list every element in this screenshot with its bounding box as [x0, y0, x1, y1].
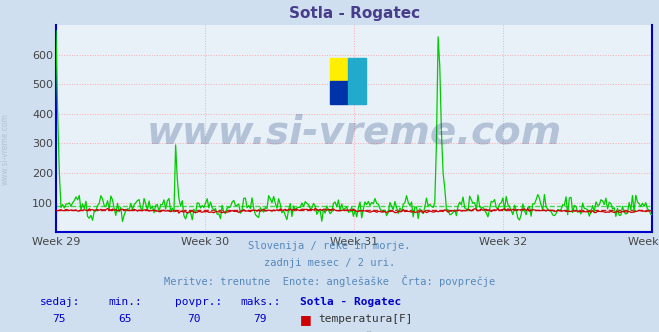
Bar	[348, 81, 366, 104]
Text: 79: 79	[254, 314, 267, 324]
Text: min.:: min.:	[109, 297, 142, 307]
Bar	[348, 58, 366, 81]
Text: maks.:: maks.:	[241, 297, 281, 307]
Text: Slovenija / reke in morje.: Slovenija / reke in morje.	[248, 241, 411, 251]
Bar	[330, 81, 348, 104]
Text: zadnji mesec / 2 uri.: zadnji mesec / 2 uri.	[264, 258, 395, 268]
Text: Meritve: trenutne  Enote: anglešaške  Črta: povprečje: Meritve: trenutne Enote: anglešaške Črta…	[164, 275, 495, 287]
Bar	[330, 58, 348, 81]
Text: Sotla - Rogatec: Sotla - Rogatec	[300, 297, 401, 307]
Text: temperatura[F]: temperatura[F]	[318, 314, 413, 324]
Title: Sotla - Rogatec: Sotla - Rogatec	[289, 6, 420, 21]
Text: ■: ■	[300, 313, 312, 326]
Text: sedaj:: sedaj:	[40, 297, 80, 307]
Text: 70: 70	[188, 314, 201, 324]
Text: 65: 65	[119, 314, 132, 324]
Text: povpr.:: povpr.:	[175, 297, 222, 307]
Text: www.si-vreme.com: www.si-vreme.com	[146, 114, 562, 152]
Text: www.si-vreme.com: www.si-vreme.com	[1, 114, 10, 185]
Text: 75: 75	[53, 314, 66, 324]
Text: ■: ■	[300, 330, 312, 332]
